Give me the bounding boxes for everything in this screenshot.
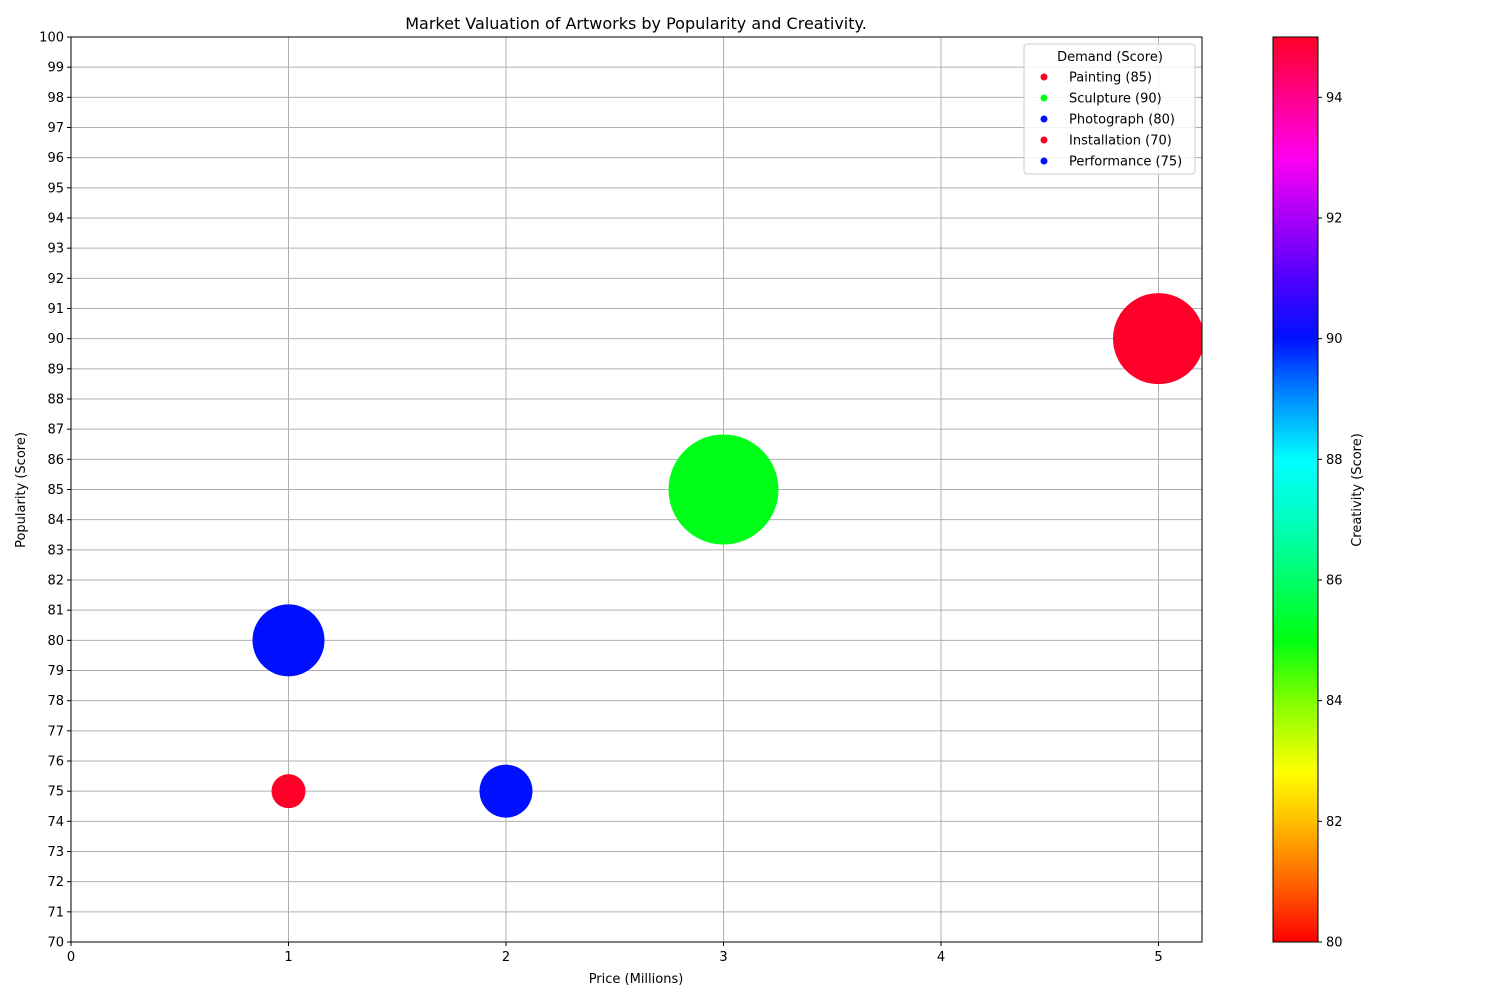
y-tick-label: 86: [47, 453, 64, 468]
data-point-bubble: [252, 604, 325, 677]
legend-marker: [1040, 94, 1048, 102]
legend-marker: [1040, 136, 1048, 144]
y-tick-label: 71: [47, 905, 64, 920]
y-tick-label: 74: [47, 815, 64, 830]
y-tick-label: 77: [47, 724, 64, 739]
x-tick-label: 2: [502, 950, 510, 965]
y-tick-label: 73: [47, 845, 64, 860]
y-tick-label: 97: [47, 121, 64, 136]
data-point-bubble: [1113, 293, 1202, 385]
y-tick-label: 84: [47, 513, 64, 528]
colorbar-gradient: [1272, 36, 1319, 943]
y-tick-label: 81: [47, 604, 64, 619]
y-axis-ticks: 70 71 72 73 74 75 76 77 78 79 80 81 82 83 84 85 86 87 88 89…: [39, 31, 71, 951]
data-point-bubble: [271, 774, 306, 809]
colorbar: 80 82 84 86 88 90 92 94 Creativity (Score): [1272, 36, 1365, 951]
y-tick-label: 79: [47, 664, 64, 679]
y-tick-label: 92: [47, 272, 64, 287]
plot-frame: [70, 36, 1203, 943]
y-tick-label: 100: [39, 31, 64, 46]
x-tick-label: 4: [937, 950, 945, 965]
data-point-bubble: [479, 764, 533, 818]
y-tick-label: 75: [47, 785, 64, 800]
data-points: [252, 293, 1202, 818]
y-axis-label: Popularity (Score): [14, 432, 29, 548]
y-tick-label: 94: [47, 212, 64, 227]
y-tick-label: 95: [47, 181, 64, 196]
x-tick-label: 0: [67, 950, 75, 965]
y-tick-label: 98: [47, 91, 64, 106]
y-tick-label: 90: [47, 332, 64, 347]
colorbar-tick-label: 94: [1326, 91, 1343, 106]
data-point-bubble: [668, 434, 779, 545]
legend-box: [1023, 43, 1196, 175]
legend-marker: [1040, 157, 1048, 165]
y-tick-label: 96: [47, 151, 64, 166]
x-tick-label: 3: [719, 950, 727, 965]
colorbar-label: Creativity (Score): [1350, 433, 1365, 547]
y-tick-label: 70: [47, 936, 64, 951]
legend-marker: [1040, 73, 1048, 81]
y-tick-label: 76: [47, 755, 64, 770]
colorbar-tick-label: 80: [1326, 936, 1343, 951]
colorbar-tick-label: 84: [1326, 694, 1343, 709]
y-tick-label: 91: [47, 302, 64, 317]
colorbar-tick-label: 88: [1326, 453, 1343, 468]
legend-entry-label: Photograph (80): [1069, 113, 1175, 128]
y-tick-label: 88: [47, 393, 64, 408]
y-tick-label: 87: [47, 423, 64, 438]
x-tick-label: 1: [284, 950, 292, 965]
colorbar-tick-label: 82: [1326, 815, 1343, 830]
legend: Demand (Score) Painting (85) Sculpture (9…: [1023, 43, 1196, 175]
colorbar-tick-label: 92: [1326, 212, 1343, 227]
y-tick-label: 82: [47, 574, 64, 589]
y-tick-label: 80: [47, 634, 64, 649]
y-tick-label: 93: [47, 242, 64, 257]
legend-entry-label: Painting (85): [1069, 71, 1152, 86]
y-tick-label: 89: [47, 362, 64, 377]
x-axis-label: Price (Millions): [589, 972, 684, 987]
legend-entry-label: Sculpture (90): [1069, 92, 1162, 107]
chart-title: Market Valuation of Artworks by Populari…: [405, 14, 867, 33]
legend-entry-label: Installation (70): [1069, 134, 1172, 149]
colorbar-tick-label: 90: [1326, 332, 1343, 347]
x-axis-ticks: 0 1 2 3 4 5: [67, 942, 1163, 965]
y-tick-label: 72: [47, 875, 64, 890]
grid-lines: [70, 36, 1202, 943]
x-tick-label: 5: [1154, 950, 1162, 965]
y-tick-label: 83: [47, 543, 64, 558]
y-tick-label: 99: [47, 61, 64, 76]
colorbar-tick-label: 86: [1326, 574, 1343, 589]
y-tick-label: 85: [47, 483, 64, 498]
y-tick-label: 78: [47, 694, 64, 709]
legend-title: Demand (Score): [1057, 50, 1163, 65]
legend-entry-label: Performance (75): [1069, 155, 1182, 170]
legend-marker: [1040, 115, 1048, 123]
